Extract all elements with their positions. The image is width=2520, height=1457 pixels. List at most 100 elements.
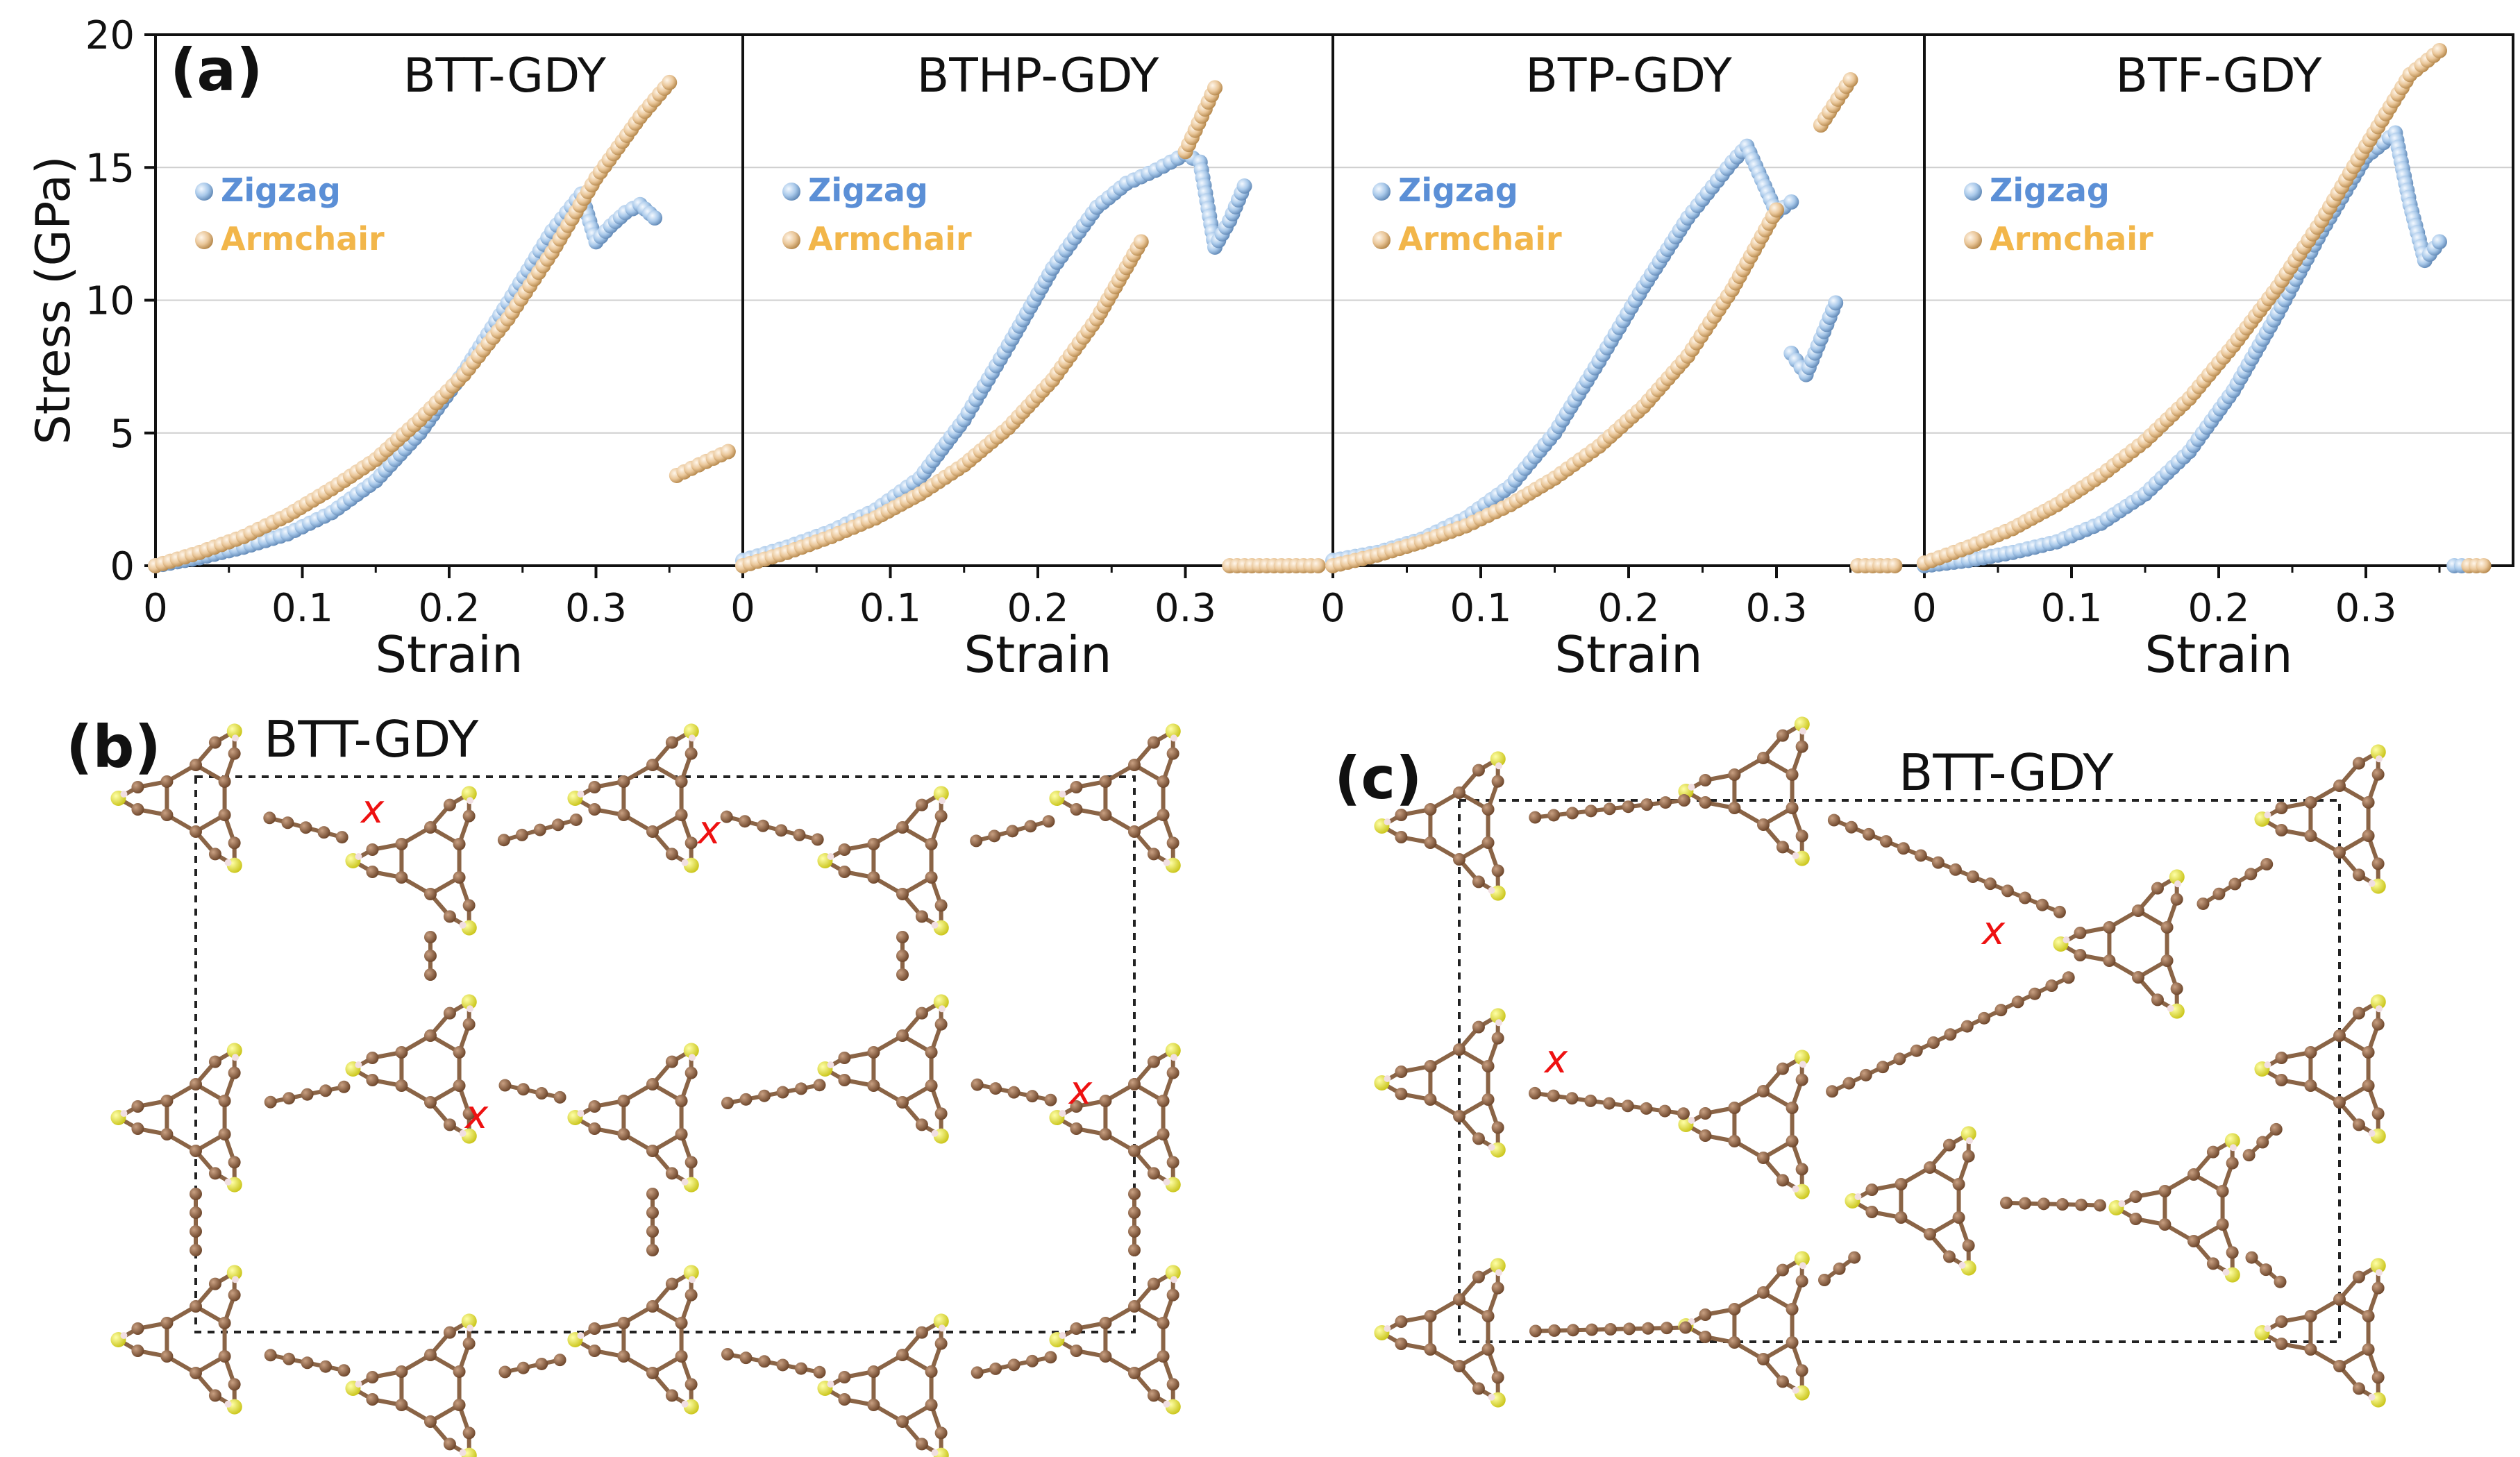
chart-title: BTT-GDY: [403, 49, 607, 103]
carbon-atom: [2260, 858, 2274, 871]
carbon-atom: [2001, 884, 2014, 898]
hydrogen-atom: [2375, 755, 2383, 763]
carbon-atom: [2187, 1235, 2200, 1247]
carbon-atom: [1166, 1156, 1179, 1169]
data-point: [1783, 194, 1799, 210]
hydrogen-atom: [120, 1332, 128, 1339]
carbon-atom: [1070, 1345, 1083, 1357]
hydrogen-atom: [1965, 1137, 1973, 1145]
carbon-atom: [1660, 1322, 1673, 1335]
carbon-atom: [1395, 1338, 1408, 1350]
carbon-atom: [424, 1096, 437, 1109]
carbon-atom: [283, 1092, 296, 1105]
carbon-atom: [588, 1100, 601, 1113]
carbon-atom: [1424, 1093, 1437, 1106]
carbon-atom: [2352, 1118, 2365, 1131]
carbon-atom: [2226, 1246, 2239, 1259]
carbon-atom: [2053, 905, 2066, 918]
carbon-atom: [424, 1349, 437, 1361]
hydrogen-atom: [938, 1324, 946, 1332]
carbon-atom: [675, 1350, 688, 1363]
hydrogen-atom: [355, 853, 362, 860]
carbon-atom: [319, 1084, 333, 1097]
x-tick-label: 0.1: [2040, 586, 2102, 631]
carbon-atom: [1491, 1281, 1504, 1295]
carbon-atom: [1395, 809, 1408, 821]
carbon-atom: [1795, 740, 1808, 753]
carbon-atom: [684, 1066, 698, 1079]
hydrogen-atom: [1163, 1400, 1170, 1408]
carbon-atom: [617, 1128, 630, 1140]
carbon-atom: [2269, 1122, 2283, 1136]
chart-1: 0 0.1 0.2 0.3 0 5 10 15 20 Stress (GPa) Strain BTT-…: [26, 13, 744, 684]
hydrogen-atom: [938, 797, 946, 805]
hydrogen-atom: [1495, 762, 1502, 770]
stress-strain-charts: 0 0.1 0.2 0.3 0 5 10 15 20 Stress (GPa) Strain BTT-…: [26, 13, 2514, 684]
carbon-atom: [1757, 752, 1770, 764]
figure-label-c: (c): [1334, 744, 1422, 812]
carbon-atom: [1786, 1102, 1799, 1114]
carbon-atom: [2028, 987, 2042, 1000]
carbon-atom: [190, 825, 202, 838]
carbon-atom: [1453, 1360, 1465, 1372]
hydrogen-atom: [459, 1129, 467, 1137]
carbon-atom: [2093, 1199, 2106, 1212]
carbon-atom: [453, 1365, 466, 1378]
carbon-atom: [1818, 1274, 1831, 1286]
carbon-atom: [675, 809, 688, 821]
carbon-atom: [131, 803, 144, 816]
carbon-atom: [1776, 1174, 1789, 1187]
carbon-atom: [2333, 846, 2346, 859]
carbon-atom: [1024, 820, 1037, 833]
carbon-atom: [675, 1128, 688, 1140]
carbon-atom: [190, 1188, 202, 1200]
carbon-atom: [1699, 1129, 1712, 1142]
carbon-atom: [1157, 1317, 1170, 1329]
carbon-atom: [218, 1317, 231, 1329]
unit-cell-box-b: [194, 775, 1136, 1333]
carbon-atom: [1795, 1073, 1808, 1086]
carbon-atom: [218, 775, 231, 788]
hydrogen-atom: [1792, 852, 1799, 859]
carbon-atom: [646, 1244, 659, 1256]
carbon-atom: [1962, 1239, 1975, 1252]
carbon-atom: [160, 1095, 174, 1107]
carbon-atom: [2333, 1029, 2346, 1042]
carbon-atom: [208, 736, 221, 749]
sulfur-atom: [1165, 1043, 1181, 1059]
carbon-atom: [2275, 824, 2288, 836]
legend-marker: [782, 183, 800, 201]
chart-title: BTHP-GDY: [917, 49, 1159, 103]
carbon-atom: [1491, 1031, 1504, 1045]
hydrogen-atom: [459, 1449, 467, 1456]
carbon-atom: [443, 798, 456, 811]
carbon-atom: [443, 910, 456, 923]
carbon-atom: [395, 1079, 408, 1092]
carbon-atom: [1166, 836, 1179, 850]
carbon-atom: [813, 1365, 826, 1379]
carbon-atom: [424, 1415, 437, 1428]
series-armchair: [735, 80, 1326, 573]
carbon-atom: [1481, 803, 1495, 816]
data-point: [1207, 80, 1223, 96]
carbon-atom: [208, 1389, 221, 1402]
carbon-atom: [1424, 1310, 1437, 1322]
carbon-atom: [1895, 1178, 1908, 1190]
carbon-atom: [896, 888, 909, 900]
carbon-atom: [739, 1351, 753, 1365]
hydrogen-atom: [931, 1129, 939, 1137]
hydrogen-atom: [2264, 811, 2271, 818]
sulfur-atom: [226, 1265, 242, 1281]
carbon-atom: [1128, 1300, 1141, 1313]
carbon-atom: [646, 825, 659, 838]
carbon-atom: [1897, 842, 1910, 855]
carbon-atom: [1999, 1196, 2013, 1209]
carbon-atom: [2352, 757, 2365, 770]
x-tick-label: 0.2: [418, 586, 480, 631]
carbon-atom: [1699, 774, 1712, 786]
carbon-atom: [1472, 1270, 1485, 1283]
carbon-atom: [453, 1079, 466, 1092]
carbon-atom: [1757, 1286, 1770, 1299]
carbon-atom: [1757, 1152, 1770, 1164]
carbon-atom: [263, 811, 276, 825]
